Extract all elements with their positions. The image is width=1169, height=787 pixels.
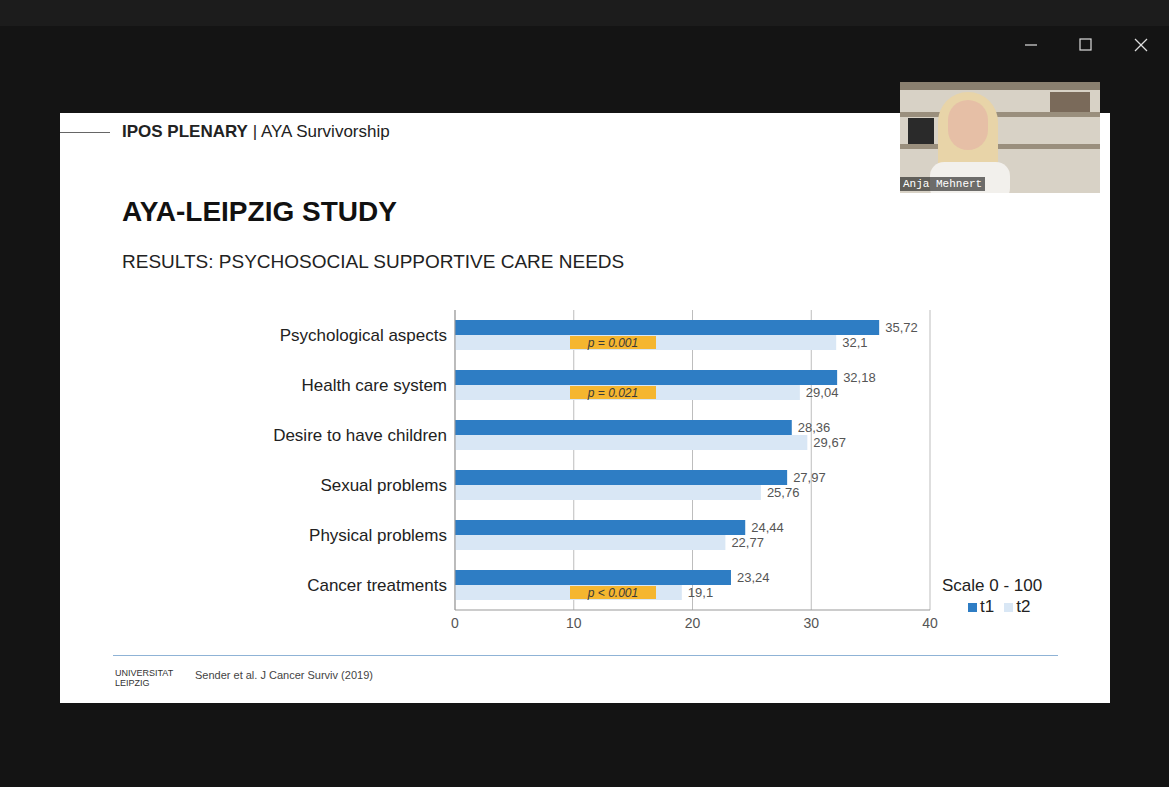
html-text:t1: t1 [980, 597, 995, 616]
svg-text:p < 0.001: p < 0.001 [587, 586, 638, 600]
svg-text:0: 0 [451, 615, 459, 631]
svg-text:23,24: 23,24 [737, 570, 770, 585]
svg-text:32,18: 32,18 [843, 370, 876, 385]
svg-text:32,1: 32,1 [842, 335, 867, 350]
svg-text:Physical problems: Physical problems [309, 526, 447, 545]
svg-text:29,04: 29,04 [806, 385, 839, 400]
svg-text:30: 30 [803, 615, 819, 631]
svg-text:Cancer treatments: Cancer treatments [307, 576, 447, 595]
svg-text:p = 0.021: p = 0.021 [587, 386, 638, 400]
html-text:Scale 0 - 100: Scale 0 - 100 [942, 576, 1043, 595]
html-text:LEIPZIG: LEIPZIG [115, 678, 150, 688]
svg-text:40: 40 [922, 615, 938, 631]
svg-text:28,36: 28,36 [798, 420, 831, 435]
svg-text:10: 10 [566, 615, 582, 631]
html-text:UNIVERSITAT: UNIVERSITAT [115, 668, 174, 678]
svg-text:Desire to have children: Desire to have children [273, 426, 447, 445]
svg-text:29,67: 29,67 [813, 435, 846, 450]
svg-text:27,97: 27,97 [793, 470, 826, 485]
html-text:RESULTS: PSYCHOSOCIAL SUPPORTI: RESULTS: PSYCHOSOCIAL SUPPORTIVE CARE NE… [122, 251, 625, 272]
svg-text:Sexual problems: Sexual problems [320, 476, 447, 495]
svg-text:20: 20 [685, 615, 701, 631]
svg-text:19,1: 19,1 [688, 585, 713, 600]
svg-text:p = 0.001: p = 0.001 [587, 336, 638, 350]
svg-text:35,72: 35,72 [885, 320, 918, 335]
svg-text:25,76: 25,76 [767, 485, 800, 500]
html-text:Anja Mehnert: Anja Mehnert [903, 178, 983, 190]
svg-text:Health care system: Health care system [302, 376, 448, 395]
svg-text:22,77: 22,77 [731, 535, 764, 550]
svg-text:24,44: 24,44 [751, 520, 784, 535]
html-text:t2: t2 [1016, 597, 1031, 616]
html-text:AYA-LEIPZIG STUDY: AYA-LEIPZIG STUDY [122, 196, 397, 227]
svg-text:Psychological aspects: Psychological aspects [280, 326, 447, 345]
html-text:Sender et al. J Cancer Surviv: Sender et al. J Cancer Surviv (2019) [195, 669, 373, 681]
html-text:IPOS PLENARY | AYA Survivorshi: IPOS PLENARY | AYA Survivorship [122, 122, 390, 141]
